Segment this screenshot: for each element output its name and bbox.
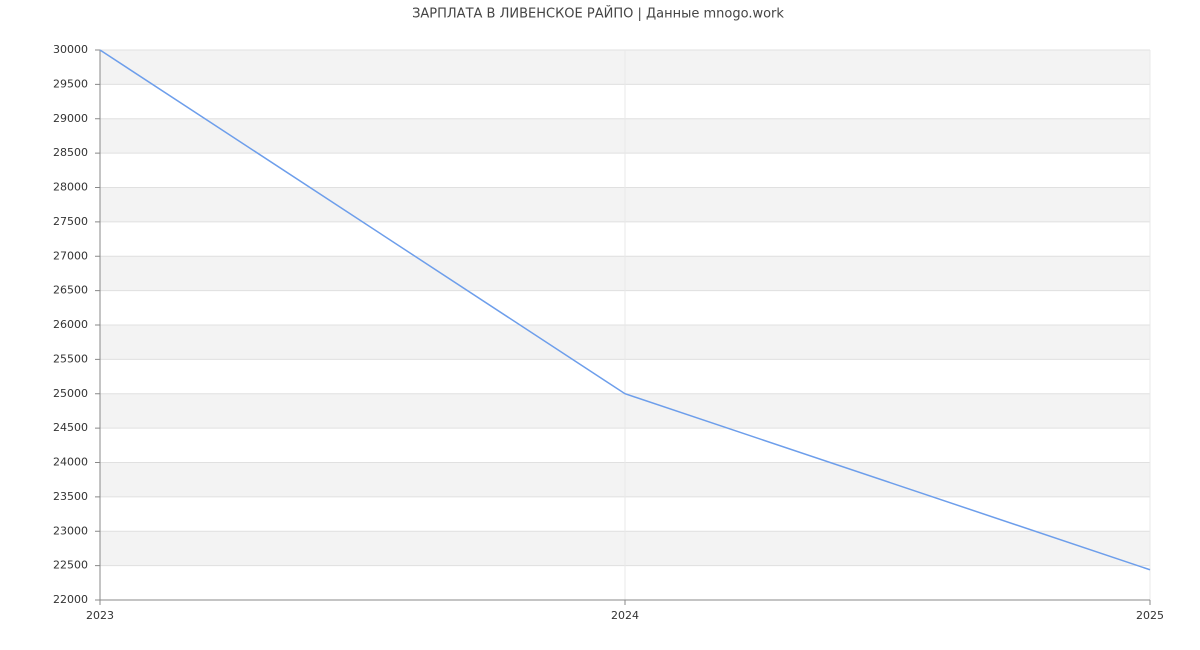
x-tick-label: 2023 <box>86 609 114 622</box>
y-tick-label: 25500 <box>53 352 88 365</box>
chart-title: ЗАРПЛАТА В ЛИВЕНСКОЕ РАЙПО | Данные mnog… <box>412 6 784 22</box>
y-tick-label: 29000 <box>53 112 88 125</box>
y-tick-label: 26500 <box>53 284 88 297</box>
y-tick-label: 22500 <box>53 559 88 572</box>
x-tick-label: 2024 <box>611 609 639 622</box>
y-tick-label: 27000 <box>53 249 88 262</box>
x-tick-label: 2025 <box>1136 609 1164 622</box>
y-tick-label: 29500 <box>53 77 88 90</box>
y-tick-label: 28500 <box>53 146 88 159</box>
y-tick-label: 23000 <box>53 524 88 537</box>
y-tick-label: 26000 <box>53 318 88 331</box>
y-tick-label: 24000 <box>53 456 88 469</box>
y-tick-label: 30000 <box>53 43 88 56</box>
y-tick-label: 28000 <box>53 181 88 194</box>
line <box>99 49 1151 571</box>
y-tick-label: 27500 <box>53 215 88 228</box>
y-tick-label: 22000 <box>53 593 88 606</box>
y-tick-label: 25000 <box>53 387 88 400</box>
y-tick-label: 24500 <box>53 421 88 434</box>
y-tick-label: 23500 <box>53 490 88 503</box>
